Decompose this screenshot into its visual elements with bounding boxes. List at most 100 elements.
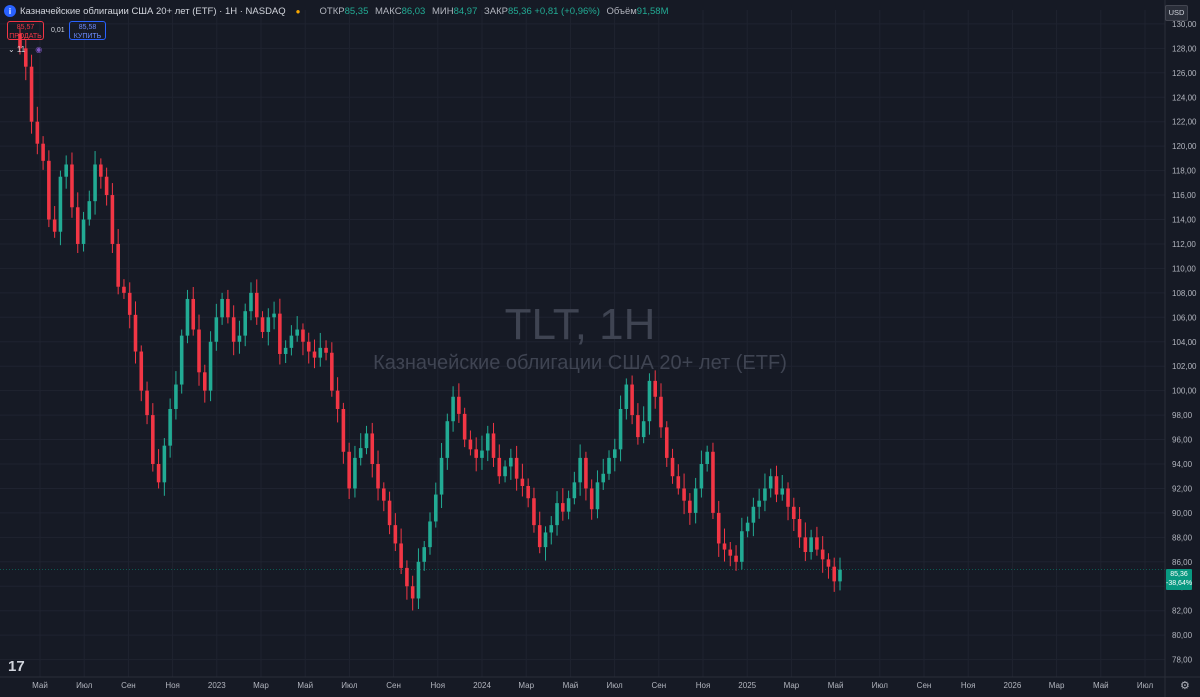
price-tick-label: 96,00 bbox=[1172, 436, 1193, 445]
candle-body bbox=[699, 464, 704, 489]
candle-body bbox=[653, 380, 658, 397]
candle-body bbox=[306, 341, 311, 352]
candle-body bbox=[254, 292, 259, 318]
candle-body bbox=[116, 243, 120, 287]
time-tick-label: Мар bbox=[1049, 681, 1065, 690]
candle-body bbox=[457, 396, 461, 414]
currency-button[interactable]: USD bbox=[1165, 5, 1188, 21]
candle-body bbox=[70, 164, 74, 208]
candle-body bbox=[630, 384, 634, 416]
chart-grid bbox=[0, 10, 1165, 677]
candle-body bbox=[797, 519, 802, 538]
candle-body bbox=[272, 313, 276, 318]
candle-body bbox=[618, 408, 623, 450]
price-tick-label: 122,00 bbox=[1172, 118, 1197, 127]
candle-body bbox=[41, 143, 45, 161]
time-tick-label: 2024 bbox=[473, 681, 491, 690]
candle-body bbox=[405, 567, 409, 587]
candle-body bbox=[387, 500, 392, 526]
time-tick-label: Май bbox=[297, 681, 313, 690]
candle-body bbox=[168, 408, 172, 446]
candle-body bbox=[751, 506, 756, 523]
candle-body bbox=[249, 292, 253, 312]
buy-button[interactable]: 85,58 КУПИТЬ bbox=[69, 21, 106, 40]
candle-body bbox=[526, 486, 530, 499]
price-tick-label: 126,00 bbox=[1172, 69, 1197, 78]
candle-body bbox=[584, 457, 588, 489]
candle-body bbox=[197, 329, 201, 373]
candle-body bbox=[664, 427, 669, 458]
last-price-value: 85,36 bbox=[1170, 571, 1188, 578]
price-tick-label: 102,00 bbox=[1172, 362, 1197, 371]
candle-body bbox=[99, 164, 103, 177]
indicators-toggle[interactable]: ⌄ 11 ◉ bbox=[8, 45, 42, 54]
candle-body bbox=[312, 351, 317, 358]
candle-body bbox=[156, 464, 161, 483]
candle-body bbox=[353, 457, 357, 489]
candle-body bbox=[64, 164, 68, 177]
candle-body bbox=[509, 457, 513, 467]
candle-body bbox=[803, 537, 808, 553]
candle-body bbox=[104, 176, 109, 196]
candle-body bbox=[549, 525, 554, 533]
candle-body bbox=[601, 473, 606, 483]
price-axis: 78,0080,0082,0084,0086,0088,0090,0092,00… bbox=[1164, 0, 1197, 697]
candle-body bbox=[162, 445, 167, 483]
settings-icon[interactable]: ⚙ bbox=[1180, 680, 1190, 692]
symbol-logo-icon: i bbox=[4, 5, 16, 17]
candle-body bbox=[358, 448, 363, 458]
watermark-symbol: TLT, 1H bbox=[504, 300, 656, 349]
candle-body bbox=[468, 439, 473, 450]
price-tick-label: 116,00 bbox=[1172, 191, 1196, 200]
candle-body bbox=[260, 317, 265, 332]
candle-body bbox=[341, 408, 346, 452]
candle-body bbox=[335, 390, 340, 409]
buy-label: КУПИТЬ bbox=[73, 33, 102, 40]
candle-body bbox=[122, 286, 126, 293]
price-tick-label: 82,00 bbox=[1172, 607, 1193, 616]
time-tick-label: Мар bbox=[518, 681, 534, 690]
candle-body bbox=[179, 335, 184, 385]
sell-button[interactable]: 85,57 ПРОДАТЬ bbox=[7, 21, 44, 40]
candle-body bbox=[722, 543, 727, 550]
time-tick-label: Май bbox=[828, 681, 844, 690]
candle-body bbox=[370, 433, 375, 464]
market-status-icon: ● bbox=[295, 6, 301, 16]
eye-icon[interactable]: ◉ bbox=[35, 45, 43, 54]
indicators-count: ⌄ 11 bbox=[8, 45, 26, 54]
candle-body bbox=[52, 219, 57, 232]
time-tick-label: Июл bbox=[872, 681, 889, 690]
candle-body bbox=[133, 314, 138, 352]
sell-label: ПРОДАТЬ bbox=[9, 33, 42, 40]
candle-body bbox=[243, 311, 248, 336]
candle-body bbox=[23, 48, 28, 67]
candle-body bbox=[838, 569, 842, 582]
candle-body bbox=[29, 66, 34, 122]
time-tick-label: Июл bbox=[606, 681, 623, 690]
tradingview-logo[interactable]: 17 bbox=[8, 658, 25, 675]
ohlc-values: ОТКР85,35 МАКС86,03 МИН84,97 ЗАКР85,36 +… bbox=[319, 5, 669, 17]
candle-body bbox=[693, 488, 698, 513]
candle-body bbox=[578, 457, 582, 483]
candle-body bbox=[330, 352, 334, 391]
candle-body bbox=[324, 347, 328, 353]
candle-body bbox=[676, 476, 681, 489]
price-tick-label: 98,00 bbox=[1172, 411, 1193, 420]
candle-body bbox=[214, 317, 219, 342]
candle-body bbox=[532, 498, 536, 526]
candles bbox=[18, 27, 842, 611]
candle-body bbox=[145, 390, 149, 416]
candle-body bbox=[231, 317, 236, 342]
candle-body bbox=[202, 372, 207, 391]
candle-body bbox=[745, 522, 750, 532]
candle-body bbox=[607, 457, 611, 474]
candle-body bbox=[809, 537, 813, 553]
candle-body bbox=[820, 549, 825, 560]
candle-body bbox=[595, 482, 600, 510]
candle-body bbox=[433, 494, 438, 522]
symbol-title[interactable]: Казначейские облигации США 20+ лет (ETF)… bbox=[20, 5, 286, 17]
time-tick-label: Сен bbox=[651, 681, 666, 690]
candle-body bbox=[705, 451, 709, 464]
price-tick-label: 88,00 bbox=[1172, 533, 1193, 542]
